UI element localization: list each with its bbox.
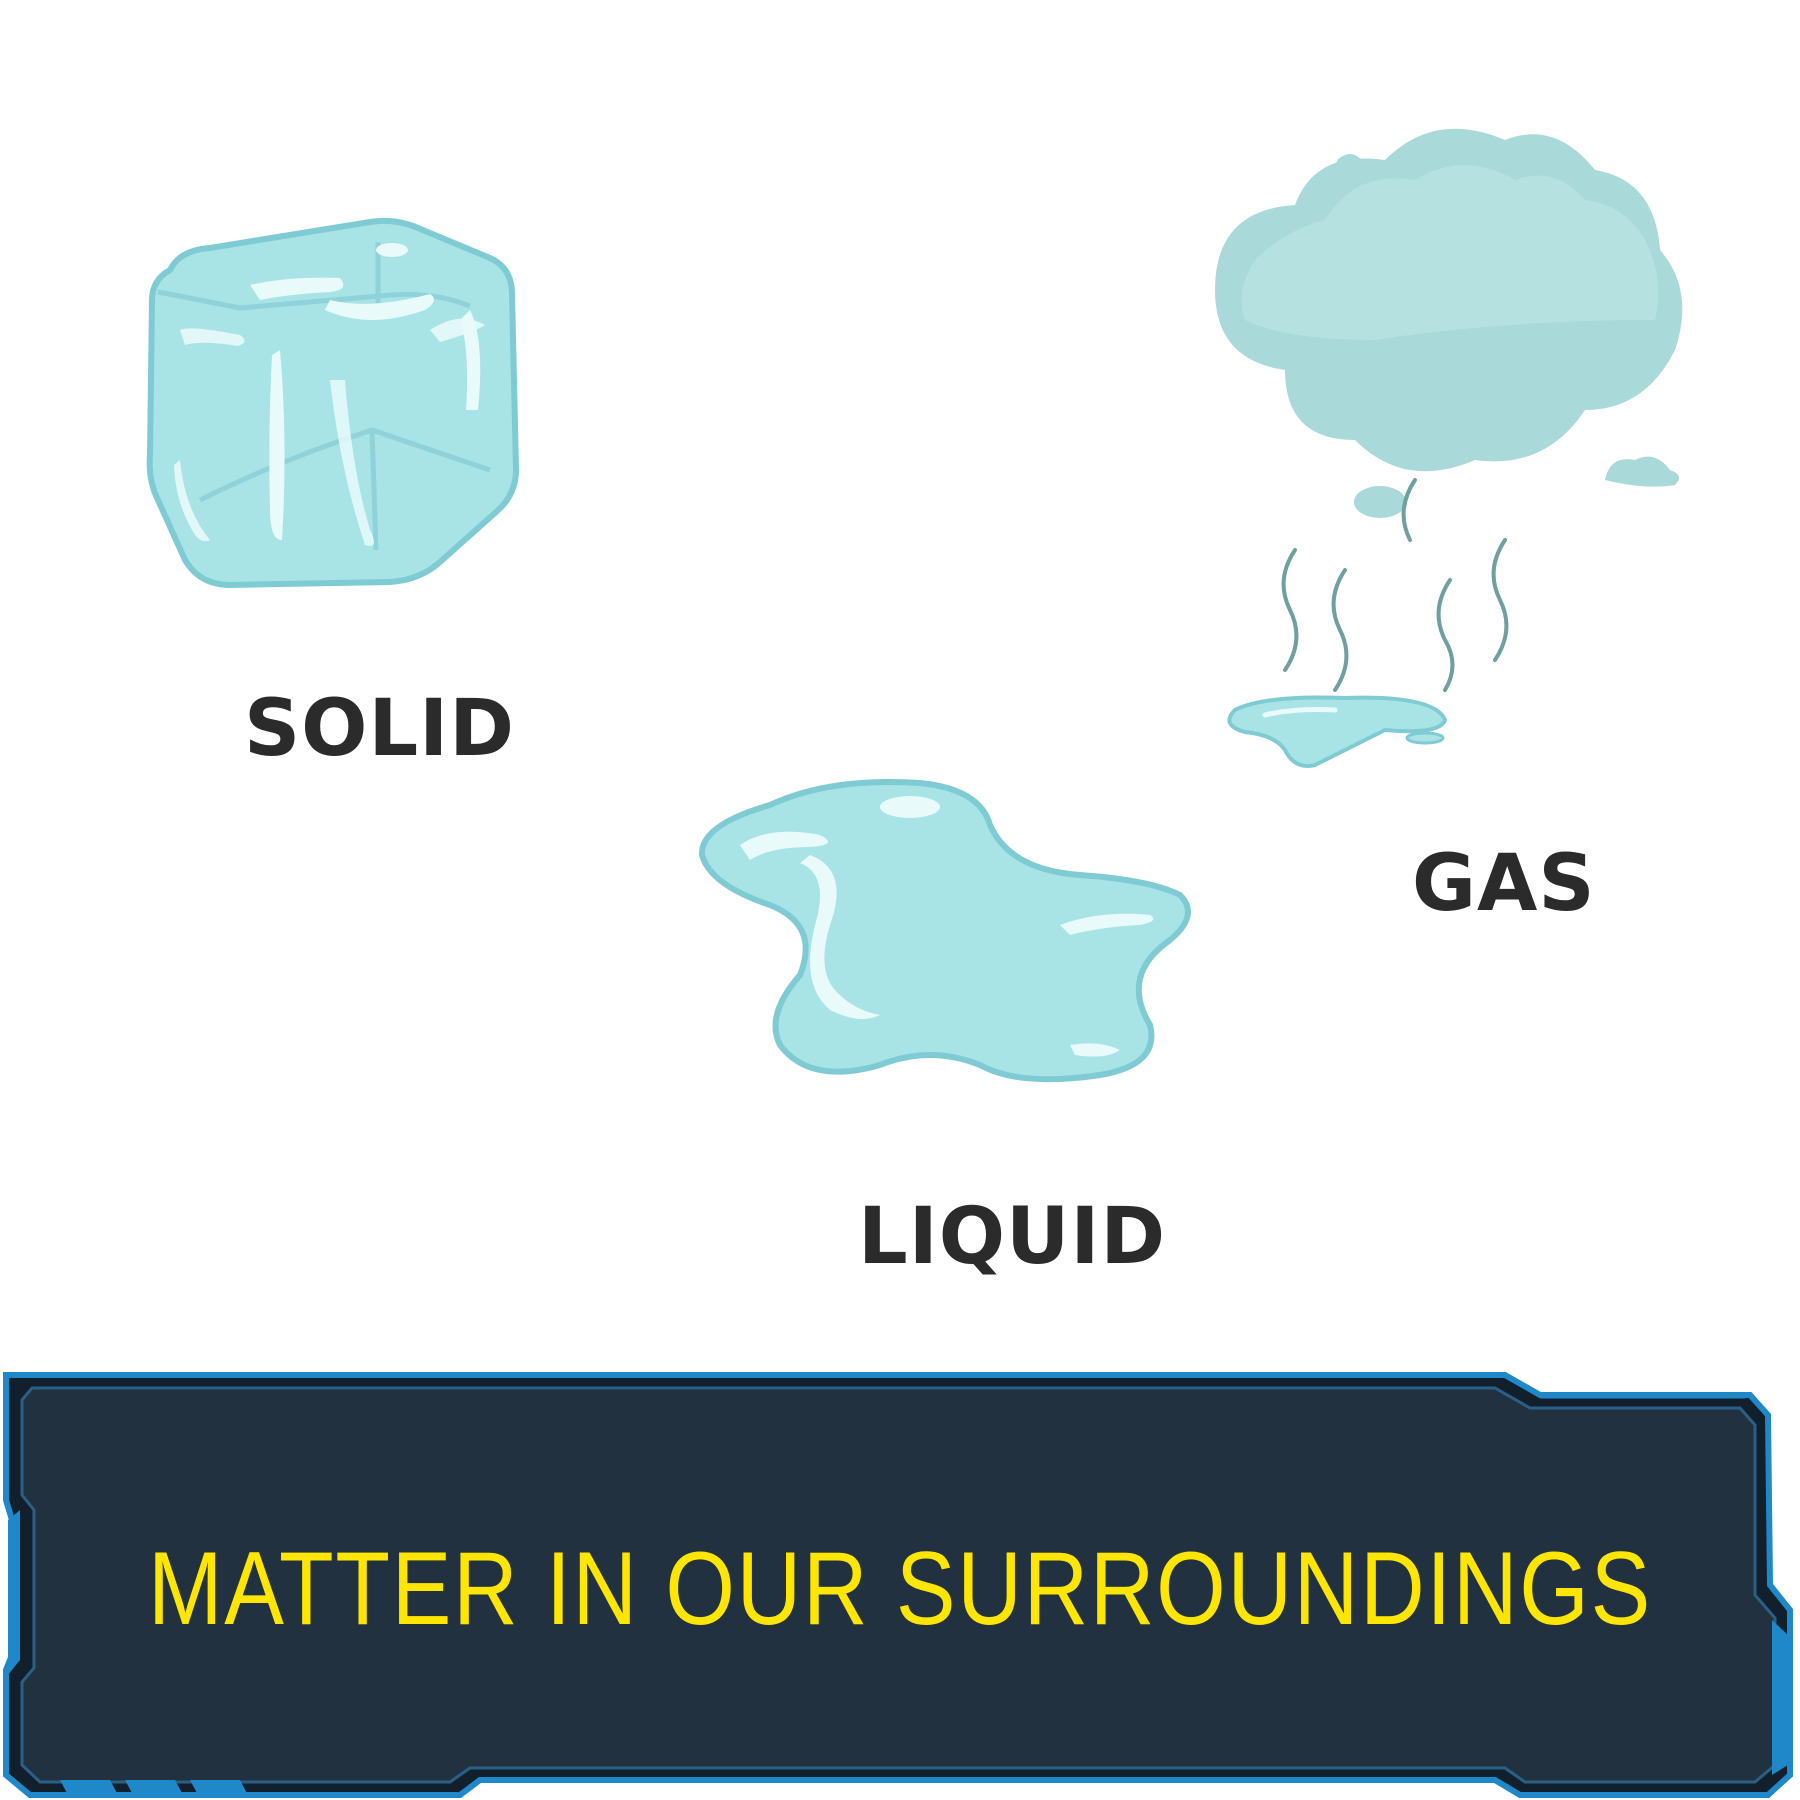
gas-label: GAS	[1412, 839, 1596, 929]
liquid-label: LIQUID	[858, 1192, 1167, 1282]
title-banner	[0, 1370, 1800, 1800]
water-puddle-icon	[699, 778, 1191, 1083]
banner-frame	[2, 1372, 1793, 1798]
steam-cloud-icon	[1215, 128, 1683, 768]
solid-label: SOLID	[244, 684, 515, 774]
ice-cube-icon	[146, 217, 520, 589]
banner-title: MATTER IN OUR SURROUNDINGS	[148, 1531, 1652, 1647]
